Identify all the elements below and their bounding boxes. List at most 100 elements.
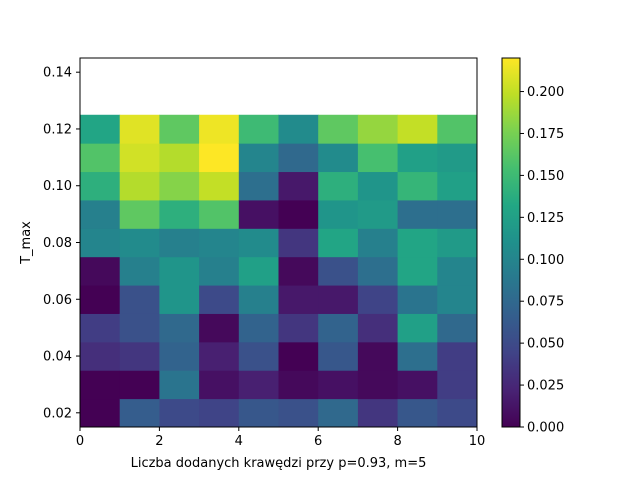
y-tick-label: 0.06 bbox=[43, 293, 72, 308]
y-tick-label: 0.10 bbox=[43, 179, 72, 194]
heatmap-cell bbox=[80, 341, 121, 371]
heatmap-cell bbox=[238, 228, 279, 258]
colorbar-tick-label: 0.200 bbox=[527, 85, 564, 100]
x-tick-label: 0 bbox=[76, 434, 84, 449]
heatmap-cell bbox=[397, 370, 438, 400]
heatmap-cell bbox=[278, 398, 319, 428]
heatmap-cell bbox=[119, 370, 160, 400]
heatmap-cell bbox=[318, 171, 359, 201]
heatmap-cell bbox=[397, 114, 438, 144]
heatmap-cell bbox=[318, 143, 359, 173]
y-tick-label: 0.02 bbox=[43, 406, 72, 421]
heatmap-cell bbox=[437, 199, 478, 229]
y-tick-label: 0.14 bbox=[43, 66, 72, 81]
heatmap-cell bbox=[437, 256, 478, 286]
heatmap-cell bbox=[238, 143, 279, 173]
x-tick-label: 2 bbox=[155, 434, 163, 449]
heatmap-cell bbox=[238, 285, 279, 314]
heatmap-cell bbox=[80, 398, 121, 428]
heatmap-cell bbox=[119, 114, 160, 144]
heatmap-cell bbox=[318, 398, 359, 428]
heatmap-cell bbox=[357, 114, 399, 144]
colorbar-tick-label: 0.150 bbox=[527, 169, 564, 184]
heatmap-cell bbox=[119, 228, 160, 258]
heatmap-cell bbox=[199, 313, 240, 343]
colorbar-tick-label: 0.100 bbox=[527, 253, 564, 268]
heatmap-cell bbox=[318, 341, 359, 371]
heatmap-cell bbox=[80, 256, 121, 286]
heatmap-cell bbox=[318, 199, 359, 229]
heatmap-cell bbox=[80, 370, 121, 400]
heatmap-cell bbox=[357, 370, 399, 400]
heatmap-cell bbox=[318, 114, 359, 144]
colorbar-tick-label: 0.125 bbox=[527, 211, 564, 226]
heatmap-cell bbox=[397, 256, 438, 286]
heatmap-cell bbox=[278, 114, 319, 144]
heatmap-cell bbox=[199, 398, 240, 428]
heatmap-cell bbox=[278, 199, 319, 229]
heatmap-cell bbox=[318, 370, 359, 400]
x-axis: 0 2 4 6 8 10 bbox=[76, 427, 485, 449]
heatmap-cell bbox=[80, 313, 121, 343]
heatmap-cell bbox=[357, 199, 399, 229]
heatmap-cell bbox=[238, 114, 279, 144]
heatmap-cell bbox=[397, 199, 438, 229]
heatmap-cell bbox=[437, 313, 478, 343]
heatmap-cell bbox=[357, 143, 399, 173]
heatmap-cell bbox=[199, 114, 240, 144]
heatmap-cell bbox=[159, 171, 200, 201]
heatmap-cell bbox=[278, 256, 319, 286]
heatmap-cell bbox=[357, 228, 399, 258]
heatmap-cell bbox=[80, 114, 121, 144]
heatmap-cell bbox=[159, 341, 200, 371]
heatmap-cell bbox=[119, 398, 160, 428]
heatmap-cell bbox=[437, 171, 478, 201]
heatmap-cell bbox=[238, 341, 279, 371]
colorbar-tick-label: 0.175 bbox=[527, 127, 564, 142]
heatmap-cell bbox=[397, 313, 438, 343]
heatmap-cell bbox=[238, 313, 279, 343]
heatmap-cell bbox=[357, 171, 399, 201]
y-tick-label: 0.04 bbox=[43, 350, 72, 365]
heatmap-cell bbox=[119, 199, 160, 229]
heatmap-cell bbox=[357, 256, 399, 286]
x-axis-label: Liczba dodanych krawędzi przy p=0.93, m=… bbox=[131, 456, 427, 471]
colorbar: 0.000 0.025 0.050 0.075 0.100 0.125 0.150 0.175… bbox=[501, 57, 564, 436]
heatmap-cell bbox=[159, 370, 200, 400]
heatmap-cell bbox=[437, 143, 478, 173]
heatmap-cell bbox=[437, 228, 478, 258]
heatmap-cell bbox=[199, 199, 240, 229]
heatmap-cell bbox=[238, 370, 279, 400]
heatmap-cell bbox=[119, 341, 160, 371]
colorbar-gradient bbox=[501, 57, 521, 428]
y-tick-label: 0.12 bbox=[43, 122, 72, 137]
heatmap-cell bbox=[397, 398, 438, 428]
y-axis: 0.02 0.04 0.06 0.08 0.10 0.12 0.14 bbox=[43, 66, 80, 421]
colorbar-ticks: 0.000 0.025 0.050 0.075 0.100 0.125 0.150 0.175… bbox=[520, 85, 564, 436]
heatmap-cell bbox=[159, 256, 200, 286]
heatmap-cell bbox=[437, 285, 478, 314]
heatmap-cell bbox=[437, 398, 478, 428]
heatmap-cell bbox=[159, 199, 200, 229]
heatmap-cell bbox=[318, 313, 359, 343]
x-tick-label: 4 bbox=[235, 434, 243, 449]
y-tick-label: 0.08 bbox=[43, 236, 72, 251]
heatmap-cell bbox=[159, 228, 200, 258]
colorbar-tick-label: 0.025 bbox=[527, 379, 564, 394]
heatmap-cell bbox=[80, 285, 121, 314]
heatmap-cell bbox=[437, 370, 478, 400]
heatmap-cell bbox=[119, 256, 160, 286]
heatmap-cells bbox=[80, 114, 478, 428]
heatmap-cell bbox=[199, 341, 240, 371]
heatmap-cell bbox=[119, 171, 160, 201]
heatmap-cell bbox=[238, 199, 279, 229]
heatmap-cell bbox=[159, 143, 200, 173]
heatmap-cell bbox=[238, 256, 279, 286]
heatmap-cell bbox=[80, 171, 121, 201]
heatmap-cell bbox=[278, 228, 319, 258]
heatmap-cell bbox=[318, 285, 359, 314]
heatmap-cell bbox=[119, 143, 160, 173]
heatmap-cell bbox=[80, 228, 121, 258]
